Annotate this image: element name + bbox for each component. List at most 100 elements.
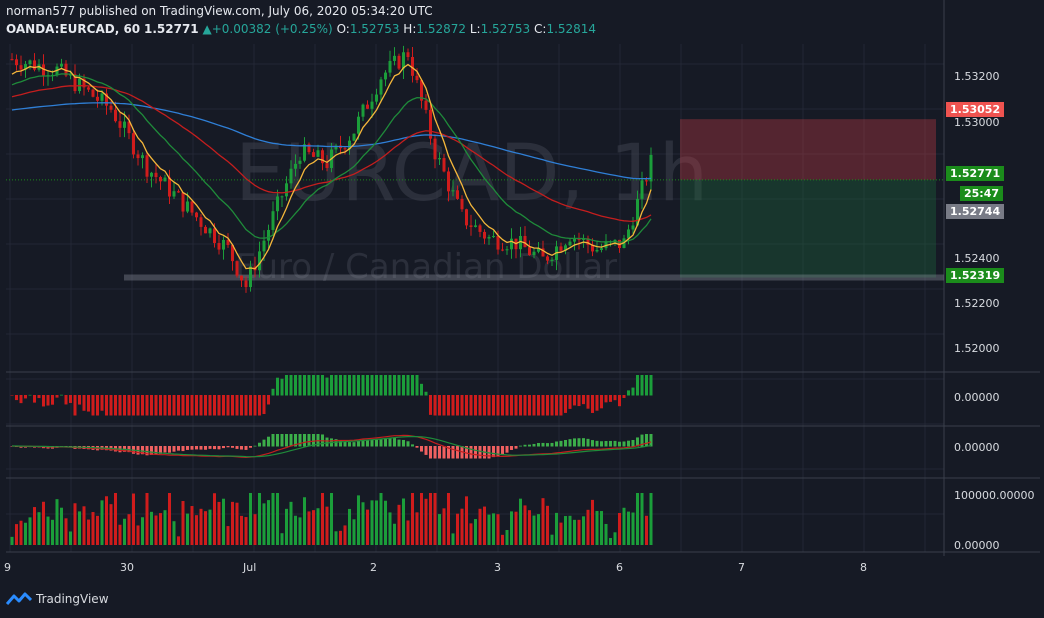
candle-body (591, 244, 594, 252)
osc1-bar (208, 395, 212, 416)
osc2-bar (235, 446, 239, 449)
candle-body (15, 59, 18, 66)
candle-body (240, 275, 243, 281)
candle-body (537, 248, 540, 252)
candle-body (19, 65, 23, 70)
candle-body (541, 248, 545, 257)
tradingview-brand[interactable]: TradingView (6, 592, 109, 606)
volume-bar (37, 512, 41, 545)
time-tick: 8 (860, 561, 867, 574)
candle-body (10, 59, 14, 61)
volume-bar (424, 498, 428, 545)
volume-bar (69, 531, 72, 545)
candle-body (213, 228, 216, 244)
osc2-bar (141, 446, 144, 455)
osc1-bar (24, 395, 27, 399)
volume-bar (145, 493, 149, 545)
candle-body (154, 172, 158, 178)
volume-bar (600, 511, 603, 545)
tradingview-logo-icon (6, 592, 32, 605)
price-tick: 1.53200 (954, 70, 1000, 83)
osc1-bar (415, 375, 419, 396)
candle-body (348, 140, 351, 150)
volume-bar (618, 512, 621, 545)
candle-body (474, 225, 477, 227)
osc1-bar (523, 395, 527, 416)
osc2-bar (298, 434, 302, 447)
osc2-bar (253, 445, 257, 447)
osc2-bar (213, 446, 216, 450)
candle-body (199, 217, 203, 227)
candle-body (118, 121, 122, 128)
candle-body (393, 55, 396, 61)
osc1-bar (60, 394, 63, 396)
volume-bar (118, 524, 122, 545)
osc2-bar (546, 443, 549, 447)
candle-body (136, 154, 140, 159)
osc2-bar (469, 446, 473, 459)
osc1-bar (150, 395, 153, 416)
osc1-bar (541, 395, 545, 416)
osc2-bar (487, 446, 491, 459)
symbol-name[interactable]: OANDA:EURCAD, 60 (6, 22, 141, 36)
candle-body (370, 101, 374, 109)
osc1-bar (645, 375, 648, 396)
volume-bar (109, 504, 113, 545)
candle-body (42, 64, 45, 76)
volume-bar (154, 515, 158, 545)
osc2-bar (150, 446, 153, 455)
symbol-legend[interactable]: OANDA:EURCAD, 60 1.52771 ▲+0.00382 (+0.2… (6, 22, 596, 36)
osc2-bar (384, 438, 387, 447)
volume-high-tick: 100000.00000 (954, 489, 1035, 502)
candle-body (123, 121, 126, 128)
volume-bar (262, 503, 266, 545)
osc2-bar (249, 446, 252, 448)
osc1-bar (640, 375, 644, 396)
osc2-bar (204, 446, 207, 450)
volume-bar (294, 515, 297, 545)
volume-bar (568, 515, 572, 545)
osc1-bar (478, 395, 482, 416)
osc2-bar (640, 434, 644, 447)
osc1-bar (55, 395, 59, 398)
candle-body (163, 177, 167, 182)
candle-body (564, 245, 567, 251)
volume-bar (505, 530, 509, 545)
candle-body (222, 239, 225, 250)
osc1-bar (163, 395, 167, 416)
candle-body (519, 235, 522, 250)
osc1-bar (609, 395, 612, 402)
osc1-bar (532, 395, 536, 416)
volume-bar (604, 523, 608, 545)
osc1-bar (649, 375, 653, 396)
volume-bar (172, 521, 176, 545)
volume-bar (366, 509, 369, 545)
candle-body (375, 94, 378, 102)
volume-bar (456, 513, 459, 545)
osc2-bar (370, 439, 374, 447)
candle-body (235, 261, 239, 276)
volume-bar (244, 517, 248, 545)
candle-body (226, 239, 230, 245)
volume-bar (141, 517, 144, 545)
osc1-bar (186, 395, 189, 416)
osc1-bar (91, 395, 95, 416)
candle-body (276, 196, 279, 212)
osc2-bar (325, 437, 329, 447)
osc2-bar (627, 440, 630, 447)
osc1-bar (550, 395, 554, 416)
osc1-bar (379, 375, 383, 396)
osc1-bar (555, 395, 558, 416)
osc2-bar (456, 446, 459, 459)
volume-bar (406, 520, 410, 545)
osc1-bar (510, 395, 513, 416)
candle-body (231, 244, 234, 262)
osc2-bar (532, 443, 536, 447)
osc2-bar (285, 434, 288, 447)
volume-bar (501, 534, 504, 545)
osc2-bar (267, 436, 270, 447)
volume-bar (411, 493, 414, 545)
osc2-bar (258, 442, 261, 447)
